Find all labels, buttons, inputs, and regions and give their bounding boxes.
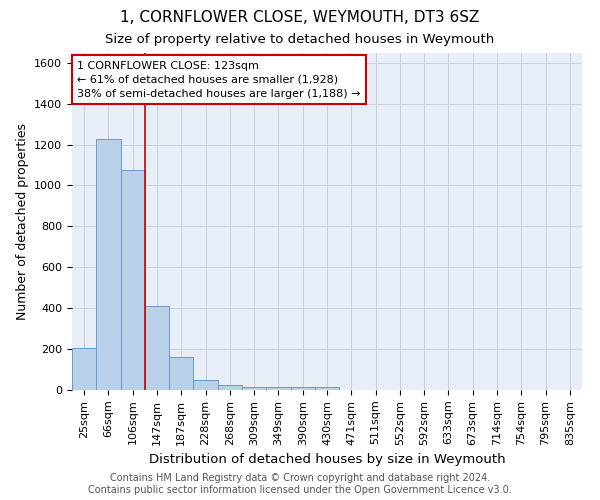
Bar — [266, 387, 290, 390]
Text: 1 CORNFLOWER CLOSE: 123sqm
← 61% of detached houses are smaller (1,928)
38% of s: 1 CORNFLOWER CLOSE: 123sqm ← 61% of deta… — [77, 61, 361, 99]
Bar — [193, 380, 218, 390]
Y-axis label: Number of detached properties: Number of detached properties — [16, 122, 29, 320]
Text: Contains HM Land Registry data © Crown copyright and database right 2024.
Contai: Contains HM Land Registry data © Crown c… — [88, 474, 512, 495]
Text: 1, CORNFLOWER CLOSE, WEYMOUTH, DT3 6SZ: 1, CORNFLOWER CLOSE, WEYMOUTH, DT3 6SZ — [121, 10, 479, 25]
Bar — [242, 387, 266, 390]
Bar — [72, 348, 96, 390]
Bar — [169, 358, 193, 390]
Bar — [96, 140, 121, 390]
Text: Size of property relative to detached houses in Weymouth: Size of property relative to detached ho… — [106, 32, 494, 46]
X-axis label: Distribution of detached houses by size in Weymouth: Distribution of detached houses by size … — [149, 453, 505, 466]
Bar — [145, 306, 169, 390]
Bar — [121, 170, 145, 390]
Bar — [218, 385, 242, 390]
Bar — [290, 387, 315, 390]
Bar — [315, 387, 339, 390]
